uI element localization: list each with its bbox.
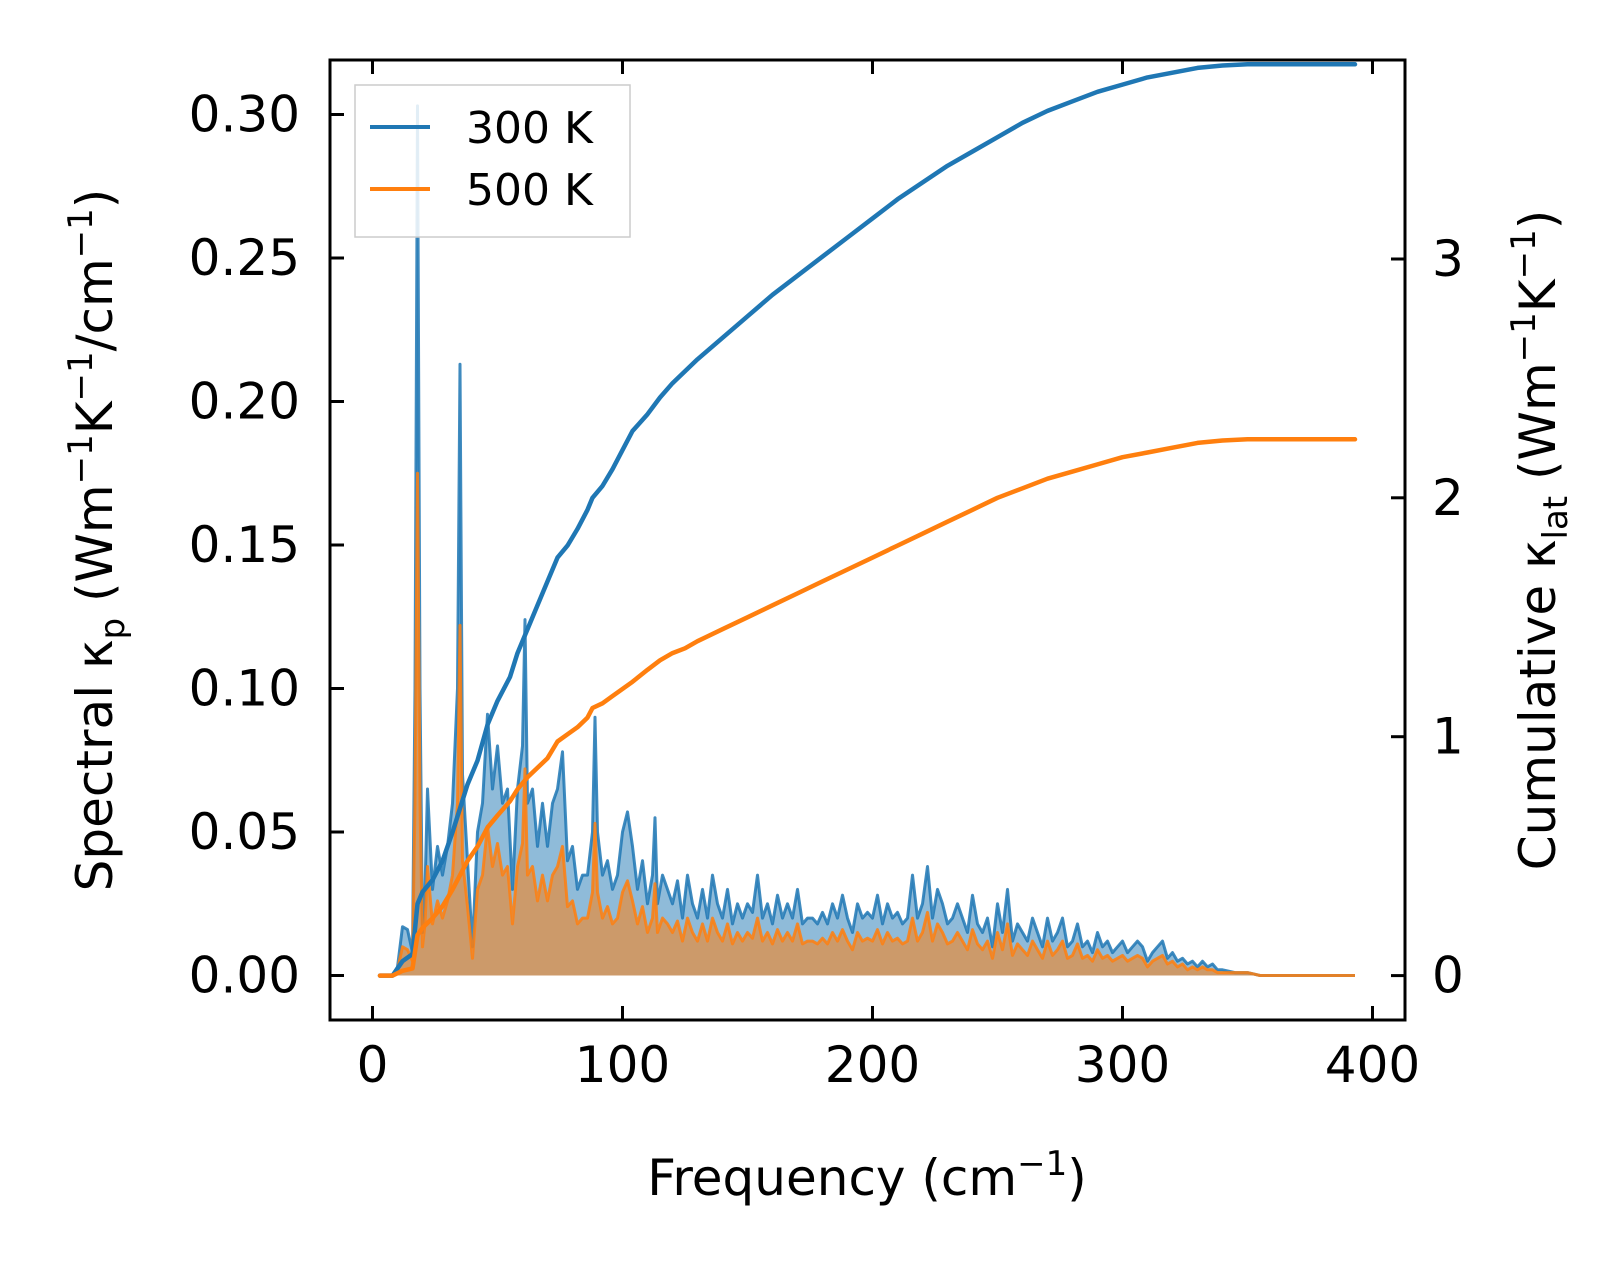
- x-tick-label: 200: [825, 1036, 920, 1094]
- y-left-tick-label: 0.25: [189, 229, 300, 287]
- y-left-tick-label: 0.00: [189, 947, 300, 1005]
- y-left-tick-label: 0.30: [189, 86, 300, 144]
- legend-box: [354, 84, 631, 238]
- spectral-line-300k: [380, 104, 1355, 977]
- spectral-fill-500k: [380, 473, 1355, 976]
- spectral-line-layer: [380, 104, 1355, 977]
- y-right-tick-label: 3: [1432, 230, 1464, 288]
- y-left-tick-label: 0.20: [189, 373, 300, 431]
- x-tick-label: 0: [357, 1036, 389, 1094]
- x-axis-label: Frequency (cm−1): [647, 1144, 1087, 1207]
- y-right-tick-label: 0: [1432, 947, 1464, 1005]
- y-right-tick-label: 1: [1432, 708, 1464, 766]
- spectral-line-500k: [380, 471, 1355, 977]
- y-right-axis-label: Cumulative κlat (Wm−1K−1): [1504, 210, 1576, 870]
- legend: 300 K 500 K: [354, 84, 631, 238]
- x-tick-label: 400: [1325, 1036, 1420, 1094]
- y-right-tick-label: 2: [1432, 469, 1464, 527]
- legend-label-300k: 300 K: [466, 103, 594, 154]
- cumulative-line-500k: [377, 437, 1358, 978]
- legend-label-500k: 500 K: [466, 165, 594, 216]
- x-tick-label: 100: [575, 1036, 670, 1094]
- y-left-tick-label: 0.10: [189, 660, 300, 718]
- y-left-tick-label: 0.05: [189, 803, 300, 861]
- plot-frame: [328, 58, 1407, 1022]
- y-left-axis-label: Spectral κp (Wm−1K−1/cm−1): [61, 189, 133, 892]
- cumulative-line-layer: [377, 62, 1358, 978]
- x-tick-label: 300: [1075, 1036, 1170, 1094]
- y-left-tick-label: 0.15: [189, 516, 300, 574]
- tick-layer: 0 100 200 300 400 0.00 0.05 0.10 0.15 0.20 0.25 0.3…: [189, 60, 1464, 1094]
- cumulative-line-300k: [377, 62, 1358, 978]
